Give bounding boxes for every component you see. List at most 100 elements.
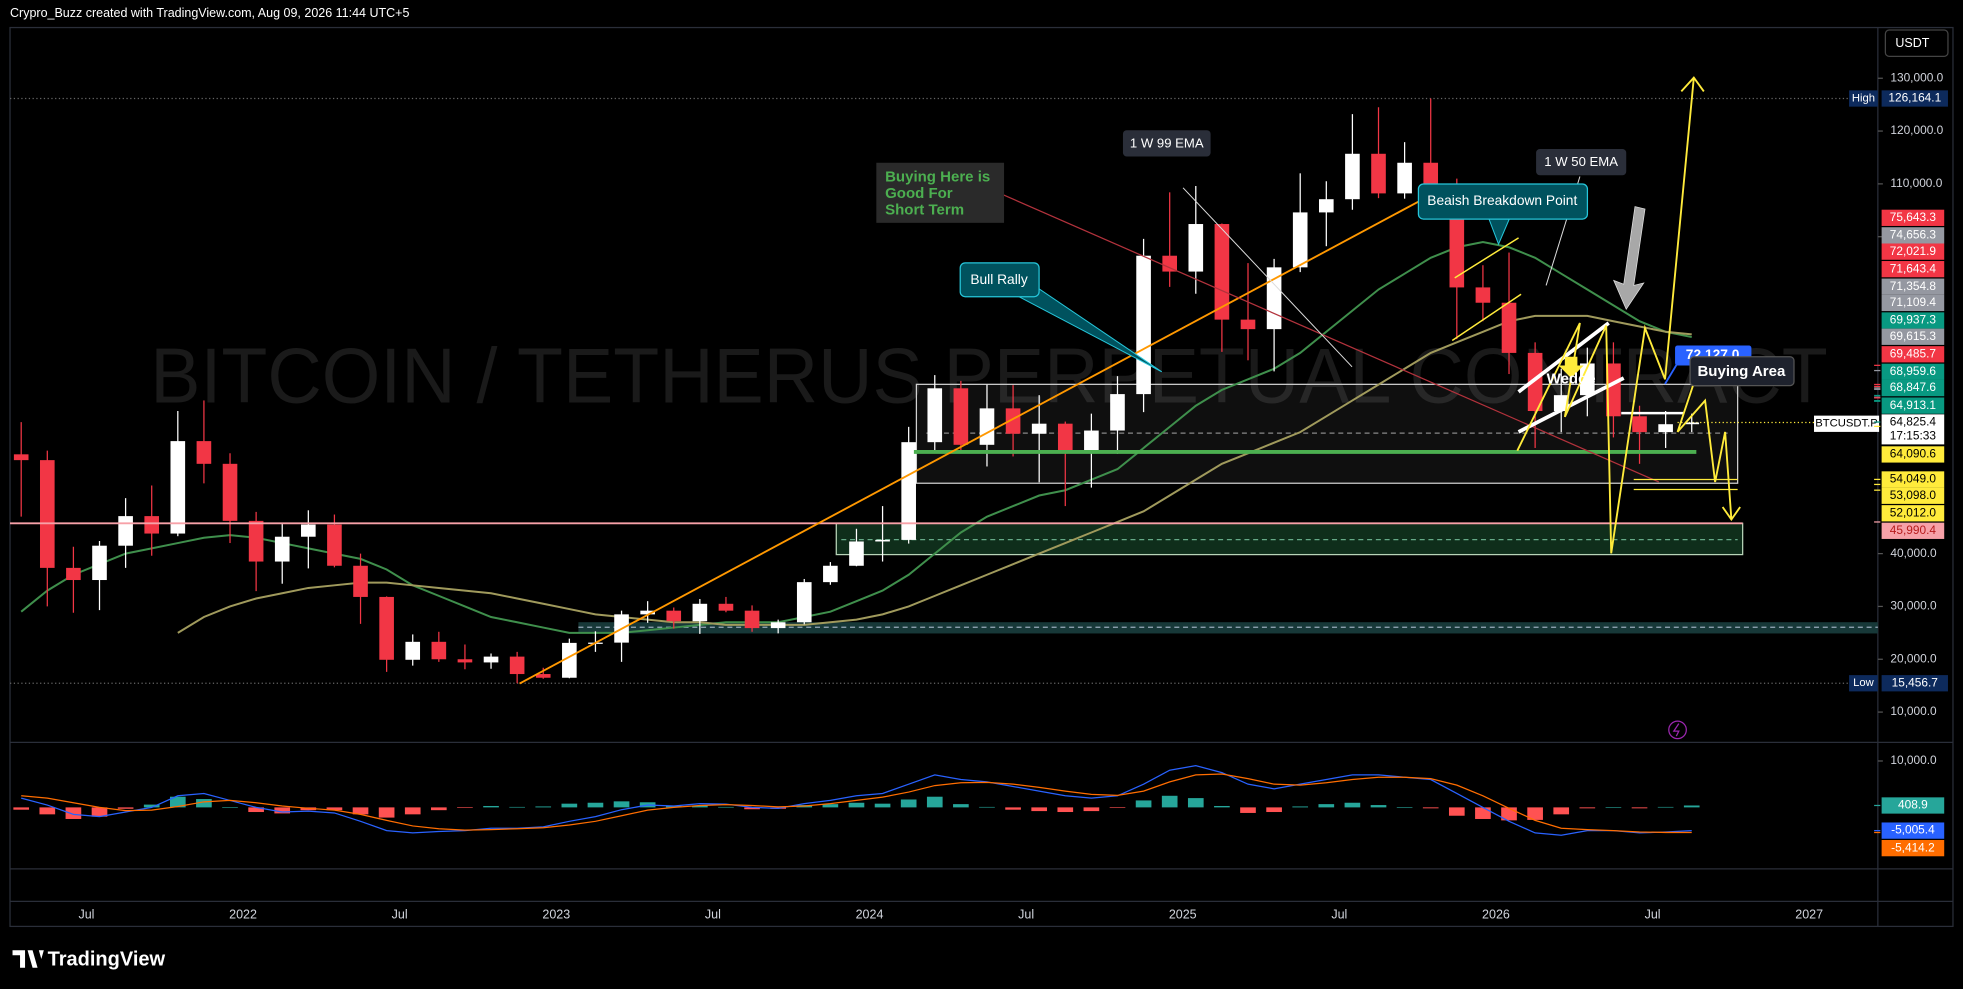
price-label: 64,090.6 [1890, 447, 1937, 461]
currency-text: USDT [1895, 36, 1929, 50]
price-label-box [1881, 278, 1945, 295]
candle-body [1345, 153, 1360, 200]
histogram-bar [613, 801, 630, 808]
background-layer: BITCOIN / TETHERUS PERPETUAL CONTRACT [10, 97, 1878, 684]
histogram-bar [39, 807, 56, 815]
histogram-bar [744, 807, 760, 810]
extreme-value-box [1881, 675, 1948, 692]
histogram-bar [1187, 798, 1204, 808]
arrow-marker [1558, 356, 1584, 379]
y-tick-label: 20,000.0 [1890, 651, 1937, 665]
x-tick-label: Jul [1331, 907, 1347, 921]
price-label: 71,354.8 [1890, 279, 1937, 293]
candle-body [640, 610, 655, 615]
candle-body [1658, 424, 1673, 433]
candle-body [301, 524, 316, 537]
signal-line [21, 773, 1692, 834]
histogram-bar [1161, 795, 1178, 808]
candle-body [1162, 255, 1178, 272]
candle-body [823, 565, 838, 583]
histogram-bar [1527, 807, 1543, 820]
target-lines [1633, 478, 1738, 491]
arrow-marker [1613, 206, 1646, 311]
histogram-bar [1396, 807, 1413, 809]
annotation-text: Buying Area [1697, 363, 1786, 380]
price-label: 75,643.3 [1890, 210, 1937, 224]
candle-body [1031, 423, 1047, 434]
x-tick-label: 2025 [1169, 907, 1197, 921]
histogram-bar [1292, 806, 1309, 808]
candle-body [979, 408, 995, 445]
price-label: 69,937.3 [1890, 313, 1937, 327]
extreme-name: High [1852, 92, 1875, 104]
histogram-bar [561, 803, 578, 808]
x-tick-label: Jul [705, 907, 721, 921]
candle-body [144, 516, 160, 534]
candle-body [1397, 162, 1412, 194]
candle-body [222, 463, 238, 521]
scale-label-box [1881, 797, 1945, 814]
current-price-box [1881, 414, 1945, 445]
histogram-bar [169, 796, 186, 808]
ema-line [177, 314, 1692, 634]
price-label-box [1881, 346, 1945, 363]
symbol-text: BTCUSDT.P [1815, 418, 1878, 430]
candle-body [196, 441, 212, 464]
candle-body [327, 524, 342, 566]
watermark: BITCOIN / TETHERUS PERPETUAL CONTRACT [150, 333, 1828, 419]
price-label: 45,990.4 [1890, 523, 1937, 537]
current-price-label: 64,825.4 [1890, 415, 1937, 429]
histogram-bar [1240, 807, 1256, 813]
candle-body [535, 674, 551, 678]
footer: TradingView [12, 949, 166, 971]
price-label-box [1881, 209, 1945, 226]
candle-body [1292, 212, 1308, 268]
alert-icon[interactable] [1668, 720, 1687, 740]
candle-body [405, 641, 421, 660]
candle-body [1084, 430, 1099, 454]
callout-line [1182, 187, 1353, 368]
candle-body [66, 567, 81, 581]
support-zone [835, 522, 1744, 556]
price-label-box [1881, 397, 1945, 414]
price-label-box [1881, 363, 1945, 380]
channel-lines [1451, 237, 1522, 342]
candle-body [92, 545, 107, 581]
annotation-text: Short Term [885, 201, 964, 218]
candle-body [1475, 287, 1491, 303]
histogram-bar [352, 807, 369, 815]
x-tick-label: 2026 [1482, 907, 1510, 921]
candle-body [353, 565, 368, 597]
projection-path [1516, 76, 1705, 554]
candle-body [718, 603, 734, 611]
y-tick-label: 110,000.0 [1890, 176, 1942, 190]
candle-body [1423, 162, 1439, 187]
histogram-bar [979, 806, 995, 808]
x-tick-label: Jul [78, 907, 94, 921]
candle-body [953, 388, 969, 445]
annotation-box [1689, 356, 1795, 387]
histogram-bar [404, 807, 421, 815]
price-label: 69,615.3 [1890, 329, 1937, 343]
candle-body [1110, 394, 1125, 431]
price-label: 74,656.3 [1890, 227, 1937, 241]
price-label-box [1881, 522, 1945, 539]
histogram-bar [1344, 802, 1361, 808]
price-label-box [1881, 294, 1945, 312]
candle-body [1501, 302, 1517, 353]
histogram-bar [718, 806, 734, 808]
histogram-bar [326, 807, 343, 811]
currency-button[interactable] [1884, 29, 1949, 57]
price-label: 64,913.1 [1890, 398, 1937, 412]
candle-body [13, 454, 29, 461]
candle-body [927, 388, 943, 443]
candle-body [274, 536, 290, 562]
candle-body [431, 641, 447, 660]
candle-body [1632, 416, 1647, 433]
logo-mark [12, 950, 44, 968]
header-text: Crypro_Buzz created with TradingView.com… [10, 6, 409, 20]
price-label: 53,098.0 [1890, 488, 1937, 502]
extreme-name-box [1849, 675, 1878, 692]
candle-body [1606, 363, 1621, 417]
